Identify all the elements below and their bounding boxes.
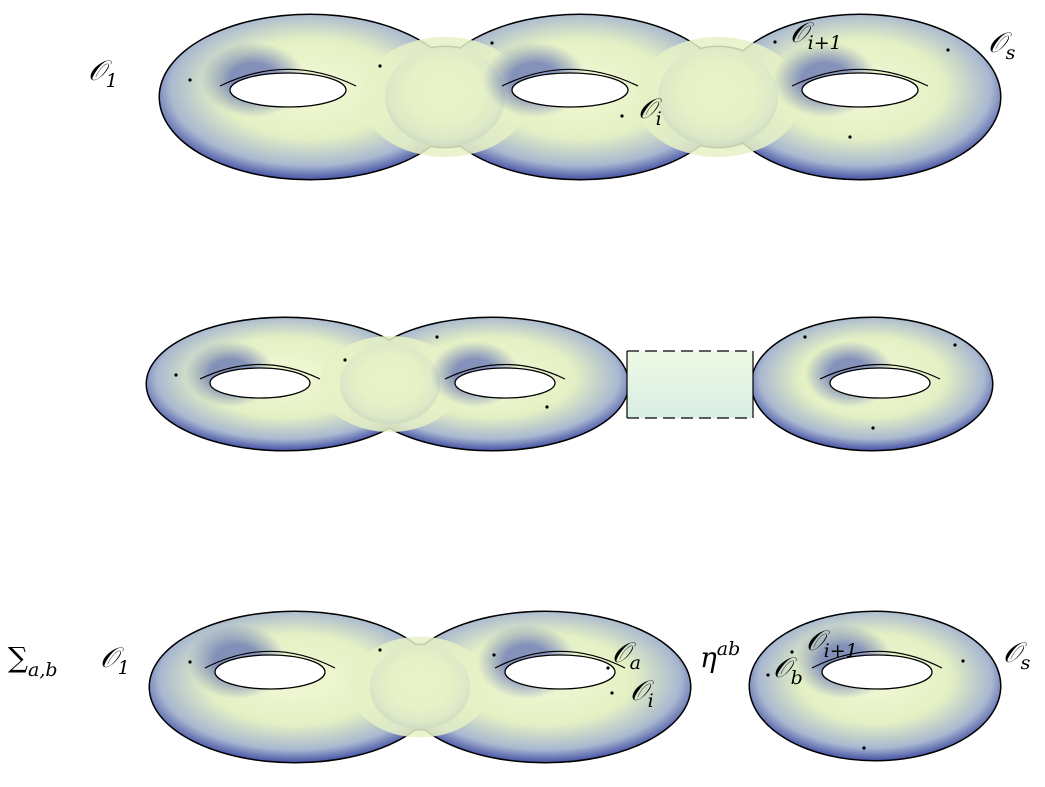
puncture [378,648,381,651]
puncture [862,746,865,749]
puncture [545,405,548,408]
puncture [188,78,191,81]
puncture [174,373,177,376]
surface [160,15,1000,179]
puncture [773,40,776,43]
puncture [803,335,806,338]
puncture [953,343,956,346]
puncture [606,666,609,669]
puncture [946,48,949,51]
puncture [871,426,874,429]
puncture [378,64,381,67]
hole [802,73,918,107]
puncture [188,660,191,663]
label: 𝒪s [1003,636,1031,674]
puncture [790,650,793,653]
puncture [766,673,769,676]
hole [230,73,346,107]
puncture [961,659,964,662]
hole [512,73,628,107]
puncture [492,653,495,656]
puncture [620,114,623,117]
neck-fill [350,637,490,738]
label: 𝒪s [988,26,1016,64]
surface [150,612,1000,762]
hole [455,368,555,398]
hole [505,655,615,689]
hole [215,655,325,689]
puncture [610,691,613,694]
puncture [435,335,438,338]
propagator: ηab [700,638,740,674]
hole [210,368,310,398]
puncture [490,41,493,44]
tube [627,351,753,418]
figure: 𝒪1 𝒪i+1 𝒪s 𝒪i ∑a,b 𝒪1 𝒪a 𝒪i ηab 𝒪i+1 𝒪b … [0,0,1045,787]
hole [830,368,930,398]
label: 𝒪1 [100,641,130,679]
puncture [343,358,346,361]
neck-fill [634,37,802,157]
label: 𝒪1 [88,54,118,92]
tube-body [627,351,753,418]
sum: ∑a,b [8,641,58,681]
puncture [848,135,851,138]
surfaces [147,15,1000,762]
surface [147,318,992,450]
